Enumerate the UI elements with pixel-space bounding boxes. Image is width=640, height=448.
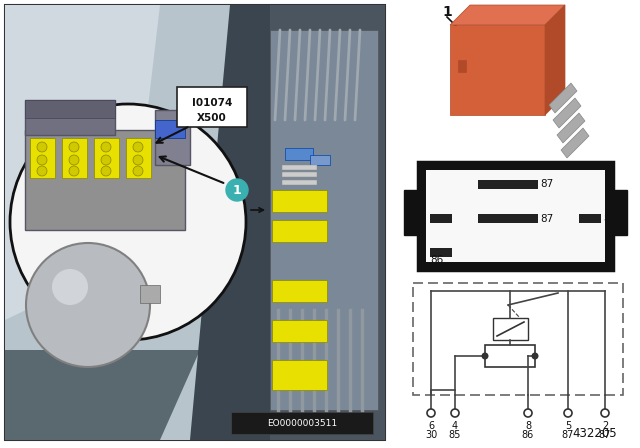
Bar [25,100,115,135]
Bar [30,138,55,178]
Circle shape [226,179,248,201]
Text: 5: 5 [565,421,571,431]
Polygon shape [553,98,581,128]
Polygon shape [545,5,565,115]
Circle shape [10,104,246,340]
Bar [418,162,613,270]
Circle shape [37,166,47,176]
Bar [272,280,327,302]
Circle shape [69,166,79,176]
Bar [5,5,385,440]
Circle shape [101,166,111,176]
Circle shape [133,155,143,165]
Circle shape [69,142,79,152]
Polygon shape [450,5,565,25]
Bar [478,214,538,223]
Circle shape [26,243,150,367]
Circle shape [427,409,435,417]
Circle shape [481,353,488,359]
Bar [94,138,119,178]
Bar [272,190,327,212]
Polygon shape [5,5,250,440]
Bar [265,5,385,440]
Bar [155,110,190,165]
Polygon shape [5,350,200,440]
Bar [404,190,418,235]
Text: 86: 86 [522,430,534,440]
Text: 1: 1 [232,184,241,197]
Circle shape [601,409,609,417]
Text: 85: 85 [603,214,616,224]
Text: X500: X500 [197,113,227,123]
Bar [5,5,385,440]
Circle shape [37,142,47,152]
Polygon shape [5,5,160,320]
Bar [282,180,317,185]
Text: 87: 87 [540,179,553,189]
Text: 86: 86 [430,255,444,265]
Bar [282,172,317,177]
Bar [272,320,327,342]
Bar [450,25,545,115]
Circle shape [133,166,143,176]
Bar [126,138,151,178]
Text: EO0000003511: EO0000003511 [267,418,337,427]
Text: 1: 1 [442,5,452,19]
Circle shape [564,409,572,417]
Bar [272,360,327,390]
Text: 30: 30 [413,214,426,224]
Bar [430,214,452,223]
Text: 30: 30 [425,430,437,440]
Circle shape [524,409,532,417]
Text: 85: 85 [449,430,461,440]
Bar [478,180,538,189]
Bar [25,100,115,118]
Bar [458,60,466,72]
Polygon shape [557,113,585,143]
Text: 8: 8 [525,421,531,431]
Bar [579,214,601,223]
Polygon shape [190,5,270,440]
Text: 4: 4 [452,421,458,431]
Circle shape [531,353,538,359]
Circle shape [451,409,459,417]
Circle shape [52,269,88,305]
Bar [613,190,627,235]
Circle shape [101,142,111,152]
Circle shape [37,155,47,165]
Bar [272,220,327,242]
Polygon shape [561,128,589,158]
Bar [155,120,185,138]
Text: 2: 2 [602,421,608,431]
Text: 87: 87 [562,430,574,440]
Text: 87: 87 [540,214,553,224]
Circle shape [69,155,79,165]
Bar [282,165,317,170]
Bar [485,345,535,367]
Circle shape [101,155,111,165]
Bar [25,130,185,230]
FancyBboxPatch shape [177,87,247,127]
Text: 432205: 432205 [572,427,617,440]
Bar [310,155,330,165]
Bar [413,283,623,395]
Bar [140,285,160,303]
Bar [270,30,378,410]
Circle shape [133,142,143,152]
Bar [285,148,313,160]
FancyBboxPatch shape [231,412,373,434]
Text: 87: 87 [599,430,611,440]
Bar [430,248,452,257]
Bar [62,138,87,178]
Polygon shape [549,83,577,113]
Text: I01074: I01074 [192,98,232,108]
Bar [426,170,605,262]
Text: 6: 6 [428,421,434,431]
Bar [493,318,528,340]
